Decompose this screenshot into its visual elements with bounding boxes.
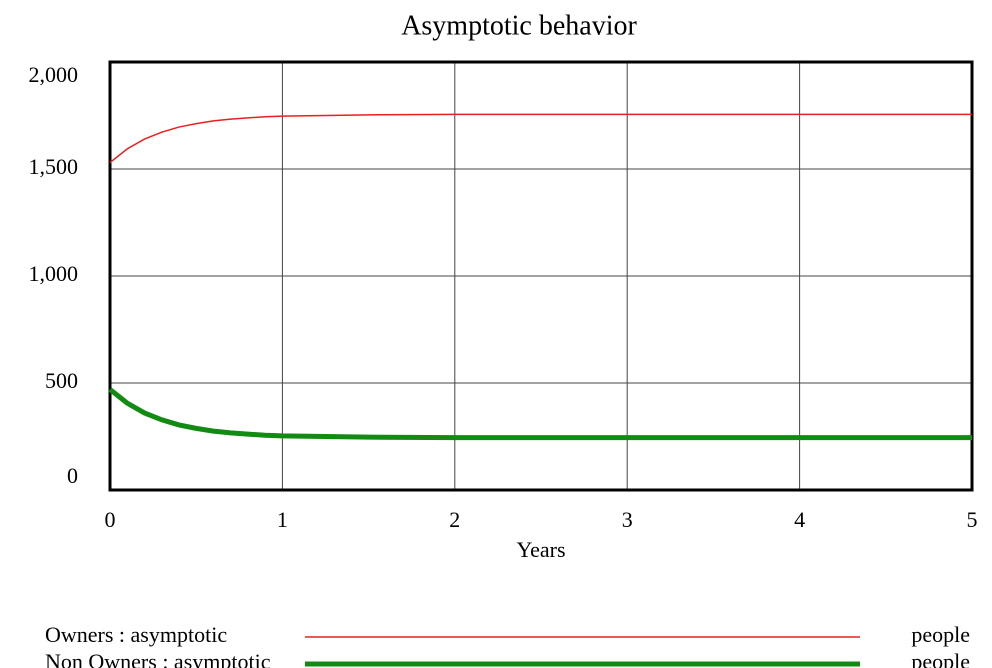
x-tick-label: 4 [794,507,805,532]
x-tick-label: 1 [277,507,288,532]
x-tick-label: 2 [449,507,460,532]
x-tick-label: 0 [105,507,116,532]
y-tick-label: 1,000 [29,261,79,286]
x-tick-label: 3 [622,507,633,532]
legend-label: Non Owners : asymptotic [45,649,271,668]
legend-unit: people [911,649,970,668]
y-tick-label: 500 [45,368,78,393]
series-line [109,113,972,164]
x-tick-label: 5 [967,507,978,532]
legend-unit: people [911,622,970,647]
legend-label: Owners : asymptotic [45,622,227,647]
x-axis-label: Years [516,537,565,562]
series-line [108,387,972,441]
y-tick-label: 2,000 [29,62,79,87]
y-tick-label: 0 [67,463,78,488]
y-tick-label: 1,500 [29,154,79,179]
chart-title: Asymptotic behavior [401,10,637,41]
plot-frame [108,60,974,492]
